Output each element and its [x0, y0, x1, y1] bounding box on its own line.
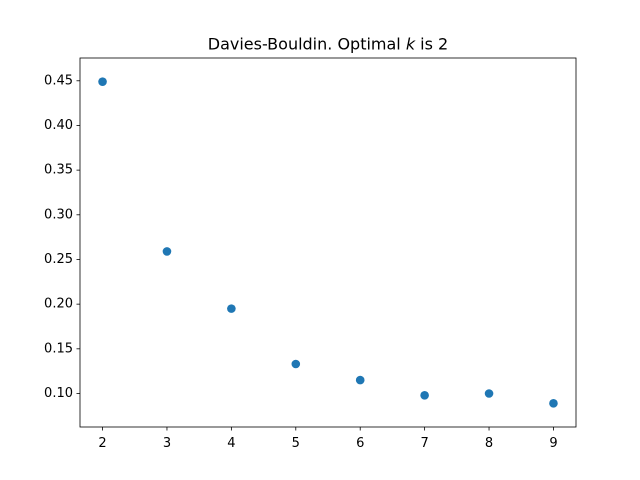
data-point — [549, 399, 558, 408]
x-tick-label: 7 — [420, 436, 428, 451]
data-point — [355, 375, 365, 385]
y-tick-label: 0.20 — [44, 297, 73, 312]
plot-area: 0.10 0.15 0.20 0.25 0.30 0.35 0.40 0.45 2 3 4 5 6 7 8 9 — [44, 57, 577, 451]
x-tick-label: 4 — [227, 436, 235, 451]
data-point — [291, 359, 301, 369]
data-point — [484, 389, 494, 398]
chart-title-suffix: is 2 — [415, 35, 448, 54]
y-tick-label: 0.40 — [44, 118, 73, 133]
x-tick-label: 5 — [292, 436, 300, 451]
y-tick-label: 0.35 — [44, 163, 73, 178]
y-tick-label: 0.25 — [44, 252, 73, 267]
y-tick-label: 0.15 — [44, 341, 73, 356]
y-tick-label: 0.45 — [44, 73, 73, 88]
data-point — [162, 247, 172, 256]
data-point — [227, 304, 236, 313]
data-point — [98, 77, 107, 86]
chart-title: Davies-Bouldin. Optimal k is 2 — [208, 35, 448, 54]
x-tick-label: 2 — [98, 436, 106, 451]
x-tick-label: 6 — [356, 436, 364, 451]
chart-title-variable: k — [406, 35, 416, 54]
x-tick-label: 3 — [163, 436, 171, 451]
chart-title-prefix: Davies-Bouldin. Optimal — [208, 35, 406, 54]
y-tick-label: 0.30 — [44, 207, 73, 222]
y-tick-label: 0.10 — [44, 386, 73, 401]
data-point — [420, 390, 429, 400]
axes-frame — [79, 57, 577, 428]
x-tick-label: 9 — [549, 436, 557, 451]
x-tick-label: 8 — [485, 436, 493, 451]
